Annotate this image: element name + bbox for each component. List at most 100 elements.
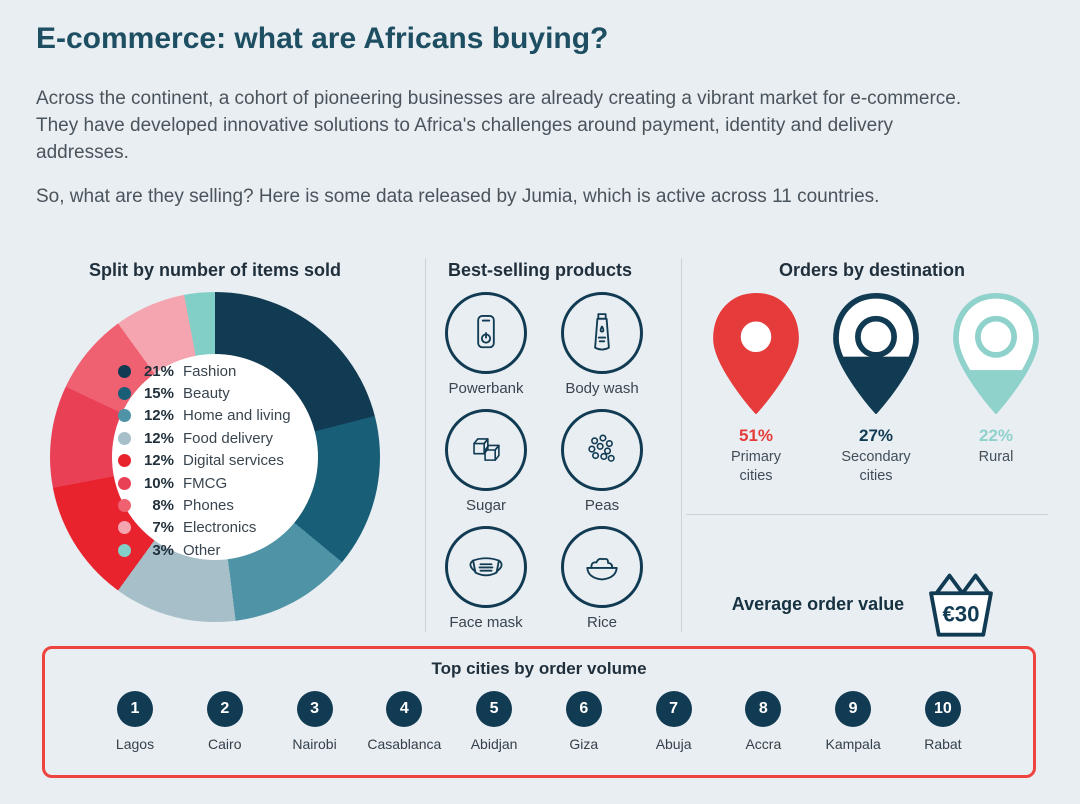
city-item: 7 Abuja <box>634 691 714 752</box>
peas-icon <box>588 434 615 462</box>
legend-percent: 15% <box>143 385 174 403</box>
legend-label: Digital services <box>183 452 284 470</box>
product-label: Peas <box>584 497 620 514</box>
city-rank-badge: 6 <box>565 691 602 727</box>
city-item: 1 Lagos <box>95 691 175 752</box>
legend-item: 10% FMCG <box>118 472 291 494</box>
city-name: Lagos <box>115 736 155 752</box>
product-circle <box>561 292 643 374</box>
city-rank-badge: 4 <box>386 691 423 727</box>
legend-swatch <box>118 409 131 423</box>
destination-percent: 27% <box>858 426 894 445</box>
destination-label: Primary cities <box>731 449 781 484</box>
products-section-title: Best-selling products <box>447 260 633 280</box>
city-name: Abuja <box>655 736 692 752</box>
legend-swatch <box>118 521 131 535</box>
product-item: Body wash <box>544 292 660 397</box>
legend-percent: 21% <box>143 362 174 380</box>
city-rank-badge: 9 <box>835 691 872 727</box>
legend-item: 21% Fashion <box>118 360 291 382</box>
rice-icon <box>586 557 618 581</box>
legend-label: FMCG <box>183 474 228 492</box>
product-circle <box>445 409 527 491</box>
legend-label: Electronics <box>183 519 257 537</box>
city-rank-badge: 7 <box>655 691 692 727</box>
city-item: 2 Cairo <box>185 691 265 752</box>
destinations-section-title: Orders by destination <box>778 260 966 280</box>
intro-paragraph-2: So, what are they selling? Here is some … <box>36 186 880 207</box>
product-circle <box>561 526 643 608</box>
city-name: Casablanca <box>367 736 442 752</box>
destination-label: Secondary cities <box>841 449 911 484</box>
destination-percent: 22% <box>978 426 1014 445</box>
city-item: 10 Rabat <box>903 691 983 752</box>
city-name: Giza <box>569 736 599 752</box>
city-rank-badge: 3 <box>296 691 333 727</box>
product-item: Sugar <box>428 409 544 514</box>
city-name: Rabat <box>924 736 962 752</box>
product-label: Face mask <box>449 614 523 631</box>
legend-percent: 12% <box>143 407 174 425</box>
legend-label: Home and living <box>183 407 291 425</box>
legend-percent: 8% <box>152 497 174 515</box>
legend-item: 12% Digital services <box>118 450 291 472</box>
legend-percent: 12% <box>143 452 174 470</box>
map-pin-icon <box>833 292 919 414</box>
average-order-value: Average order value €30 <box>688 556 1048 652</box>
map-pin-icon <box>713 292 799 414</box>
destination-item: 22% Rural <box>944 292 1048 486</box>
city-name: Abidjan <box>470 736 518 752</box>
section-divider <box>686 514 1048 515</box>
product-circle <box>445 292 527 374</box>
column-divider <box>425 258 426 632</box>
legend-item: 7% Electronics <box>118 517 291 539</box>
destination-item: 51% Primary cities <box>704 292 808 486</box>
legend-item: 12% Home and living <box>118 405 291 427</box>
product-label: Powerbank <box>448 380 524 397</box>
product-label: Sugar <box>465 497 507 514</box>
legend-label: Beauty <box>183 385 230 403</box>
city-rank-badge: 1 <box>117 691 153 727</box>
destination-item: 27% Secondary cities <box>824 292 928 486</box>
product-item: Rice <box>544 526 660 631</box>
legend-label: Other <box>183 541 221 559</box>
donut-chart <box>50 292 380 622</box>
city-name: Accra <box>745 736 782 752</box>
city-item: 5 Abidjan <box>454 691 534 752</box>
legend-percent: 7% <box>152 519 174 537</box>
destination-pins: 51% Primary cities 27% Secondary cities 22… <box>704 292 1048 486</box>
sugar-icon <box>473 438 500 461</box>
product-label: Rice <box>586 614 617 631</box>
page-title: E-commerce: what are Africans buying? <box>36 22 609 55</box>
city-item: 9 Kampala <box>813 691 893 752</box>
legend-item: 3% Other <box>118 539 291 561</box>
intro-paragraph-1: Across the continent, a cohort of pionee… <box>36 88 962 163</box>
basket-icon: €30 <box>929 573 994 637</box>
city-name: Kampala <box>825 736 881 752</box>
bodywash-icon <box>594 313 610 351</box>
product-item: Face mask <box>428 526 544 631</box>
product-item: Powerbank <box>428 292 544 397</box>
legend-swatch <box>118 387 131 401</box>
donut-section-title: Split by number of items sold <box>88 260 342 280</box>
products-grid: Powerbank Body wash Sugar Peas Face mask Rice <box>428 292 660 631</box>
legend-item: 8% Phones <box>118 494 291 516</box>
legend-swatch <box>118 454 131 468</box>
legend-swatch <box>118 476 131 490</box>
legend-label: Food delivery <box>183 429 274 447</box>
powerbank-icon <box>477 315 495 349</box>
legend-item: 12% Food delivery <box>118 427 291 449</box>
city-item: 6 Giza <box>544 691 624 752</box>
donut-legend: 21% Fashion 15% Beauty 12% Home and living 12%… <box>118 360 291 562</box>
top-cities-row: 1 Lagos 2 Cairo 3 Nairobi 4 Casablanca 5 Abidjan 6… <box>45 691 1033 752</box>
destination-percent: 51% <box>738 426 774 445</box>
product-circle <box>445 526 527 608</box>
city-item: 8 Accra <box>723 691 803 752</box>
map-pin-icon <box>953 292 1039 414</box>
product-item: Peas <box>544 409 660 514</box>
city-rank-badge: 10 <box>924 691 961 727</box>
city-name: Nairobi <box>292 736 337 752</box>
legend-swatch <box>118 499 131 513</box>
legend-item: 15% Beauty <box>118 382 291 404</box>
